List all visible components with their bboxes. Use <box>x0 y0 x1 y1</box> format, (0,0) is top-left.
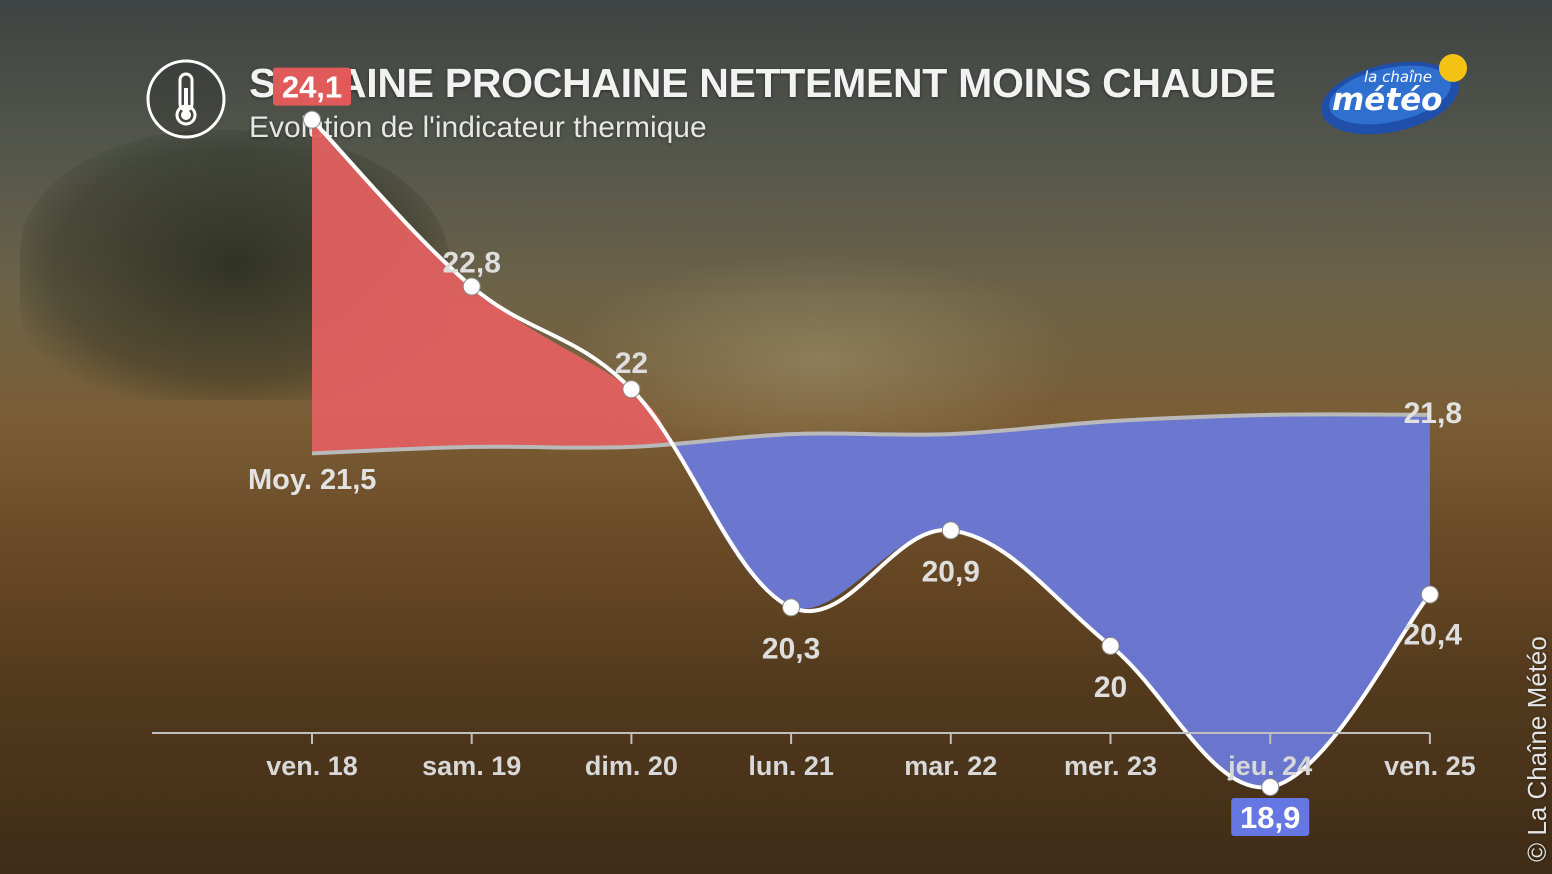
logo-line1: la chaîne <box>1364 68 1432 86</box>
average-line <box>311 412 1430 456</box>
logo-line2: météo <box>1332 82 1442 118</box>
data-point <box>622 380 641 399</box>
data-point <box>462 277 481 296</box>
max-value-badge <box>273 67 351 106</box>
x-tick-label: ven. 18 <box>266 751 358 781</box>
x-tick-label: mar. 22 <box>904 751 997 781</box>
x-tick-label: jeu. 24 <box>1227 751 1312 781</box>
la-chaine-meteo-logo: la chaîne météo <box>1321 54 1467 135</box>
x-tick-label: sam. 19 <box>422 751 521 781</box>
x-tick-label: lun. 21 <box>748 751 834 781</box>
copyright-notice: © La Chaîne Météo <box>1522 636 1552 862</box>
data-point <box>1420 585 1439 604</box>
x-tick-label: ven. 25 <box>1384 751 1476 781</box>
x-tick-label: mer. 23 <box>1064 751 1157 781</box>
average-start-label: Moy. 21,5 <box>248 464 376 496</box>
chart-title: SEMAINE PROCHAINE NETTEMENT MOINS CHAUDE <box>249 60 1276 106</box>
data-point <box>1261 777 1280 796</box>
data-label: 18,9 <box>1240 800 1300 835</box>
data-label: 24,1 <box>282 70 342 105</box>
average-end-label: 21,8 <box>1404 397 1462 430</box>
data-point <box>303 110 321 129</box>
data-label: 20,9 <box>922 555 980 588</box>
data-point <box>782 598 801 617</box>
data-point <box>941 521 960 540</box>
min-value-badge <box>1231 797 1310 836</box>
thermometer-icon <box>146 59 226 139</box>
data-label: 20,3 <box>762 632 820 665</box>
data-label: 22 <box>615 347 648 380</box>
data-label: 20,4 <box>1404 618 1463 651</box>
data-label: 22,8 <box>443 247 501 280</box>
above-average-area <box>312 119 672 454</box>
x-tick-label: dim. 20 <box>585 751 678 781</box>
data-point <box>1101 636 1120 655</box>
data-label: 20 <box>1094 671 1127 704</box>
below-average-area <box>671 414 1430 788</box>
temperature-line <box>310 118 1432 790</box>
